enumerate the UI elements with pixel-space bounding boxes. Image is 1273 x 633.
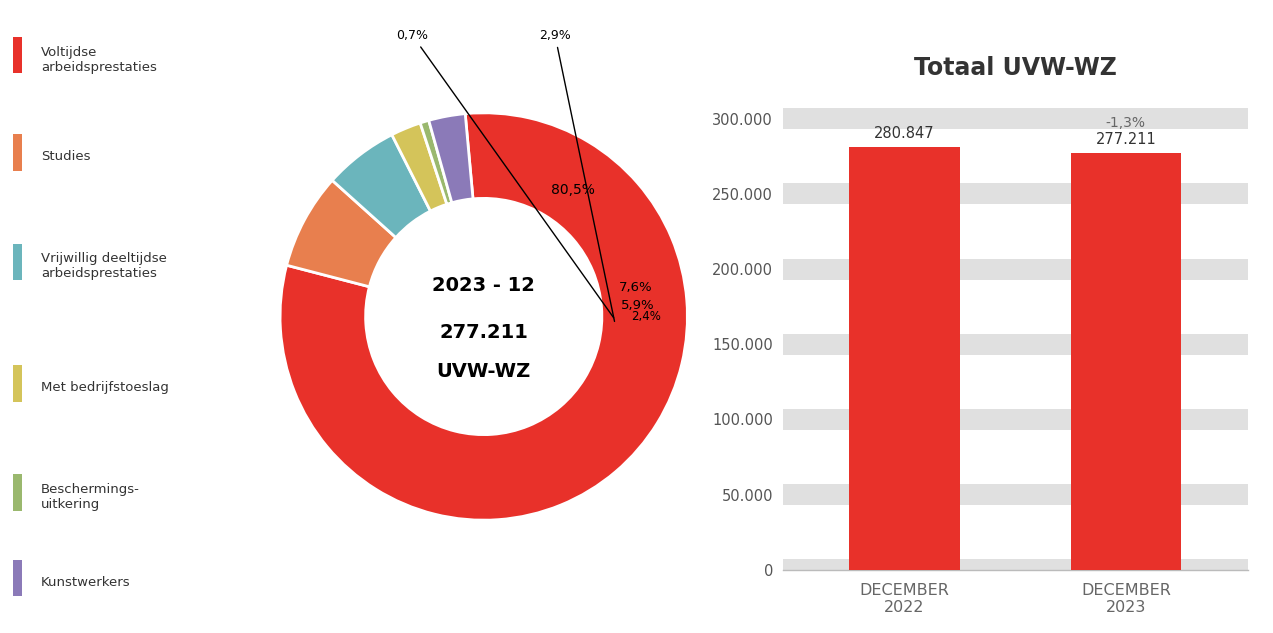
Bar (783, 484, 1248, 505)
Bar (13, 244, 23, 280)
Text: 2,4%: 2,4% (631, 310, 661, 323)
Wedge shape (332, 135, 430, 237)
Bar (783, 559, 1248, 580)
Wedge shape (429, 114, 474, 203)
Bar (13, 134, 23, 171)
Text: 5,9%: 5,9% (621, 299, 654, 311)
Text: -1,3%: -1,3% (1106, 116, 1146, 130)
Text: 0,7%: 0,7% (396, 29, 614, 318)
Text: 277.211: 277.211 (439, 323, 528, 342)
Bar (783, 258, 1248, 280)
Wedge shape (392, 123, 447, 211)
Bar (783, 108, 1248, 129)
Text: Beschermings-
uitkering: Beschermings- uitkering (41, 483, 140, 511)
Text: Studies: Studies (41, 151, 90, 163)
Bar (1071, 153, 1181, 570)
Text: 80,5%: 80,5% (551, 183, 594, 197)
Bar (13, 560, 23, 596)
Text: Met bedrijfstoeslag: Met bedrijfstoeslag (41, 382, 169, 394)
Bar (13, 37, 23, 73)
Wedge shape (280, 113, 687, 520)
Title: Totaal UVW-WZ: Totaal UVW-WZ (914, 56, 1116, 80)
Text: 2023 - 12: 2023 - 12 (433, 277, 535, 296)
Text: 280.847: 280.847 (875, 127, 934, 141)
Text: 7,6%: 7,6% (619, 280, 653, 294)
Wedge shape (420, 120, 452, 204)
Bar (783, 409, 1248, 430)
Text: Kunstwerkers: Kunstwerkers (41, 576, 131, 589)
Text: 277.211: 277.211 (1096, 132, 1156, 147)
Bar (783, 334, 1248, 354)
Text: Voltijdse
arbeidsprestaties: Voltijdse arbeidsprestaties (41, 46, 157, 74)
Wedge shape (286, 180, 396, 287)
Text: Vrijwillig deeltijdse
arbeidsprestaties: Vrijwillig deeltijdse arbeidsprestaties (41, 253, 167, 280)
Bar (783, 184, 1248, 204)
Bar (849, 147, 960, 570)
Text: 2,9%: 2,9% (540, 29, 615, 322)
Bar (13, 365, 23, 401)
Bar (13, 475, 23, 511)
Text: UVW-WZ: UVW-WZ (437, 362, 531, 381)
